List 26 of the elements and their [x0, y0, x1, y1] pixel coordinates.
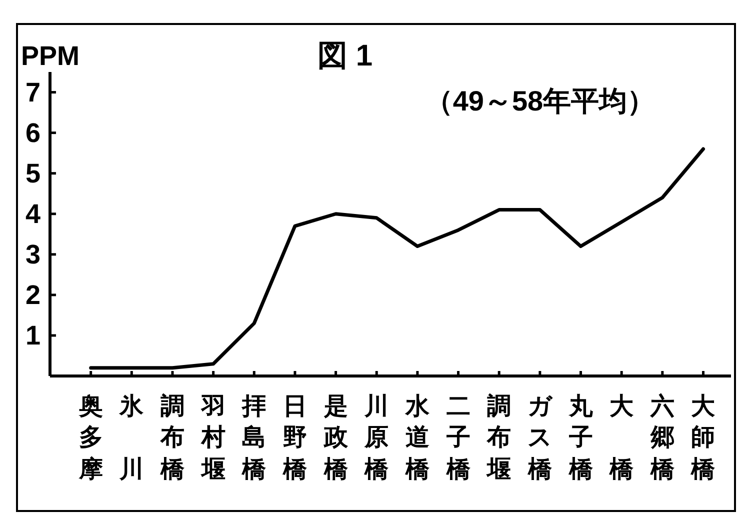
x-tick-label: 拝島橋 — [241, 392, 268, 483]
y-tick-label: 5 — [25, 158, 41, 188]
chart-title: 図 1 — [317, 40, 373, 72]
text: （49～58年平均） — [424, 86, 656, 116]
category-label: 氷川 — [120, 392, 144, 483]
x-tick-label: 羽村堰 — [200, 392, 226, 483]
x-tick-label: 川原橋 — [364, 392, 390, 483]
x-tick-label: 丸子橋 — [568, 392, 594, 483]
x-tick-label: 日野橋 — [282, 392, 308, 483]
y-tick-label: 4 — [25, 198, 41, 229]
category-label: 大橋 — [610, 392, 634, 483]
y-tick-label: 3 — [25, 239, 41, 270]
x-tick-label: 調布橋 — [159, 392, 186, 483]
y-tick-label: 2 — [25, 280, 41, 310]
y-tick-label: 1 — [25, 320, 41, 350]
y-axis-title: PPM — [21, 41, 80, 71]
x-tick-label: 是政橋 — [322, 392, 349, 483]
x-tick-label: 水道橋 — [404, 392, 430, 483]
x-tick-label: 大師橋 — [690, 392, 716, 483]
x-tick-label: 二子橋 — [445, 392, 472, 483]
x-tick-label: 奥多摩 — [78, 392, 103, 483]
y-tick-label: 7 — [25, 77, 41, 108]
x-tick-label: 調布堰 — [486, 392, 512, 483]
y-tick-label: 6 — [25, 118, 41, 148]
x-tick-label: 六郷橋 — [649, 392, 676, 483]
x-tick-label: ガス橋 — [526, 392, 554, 483]
